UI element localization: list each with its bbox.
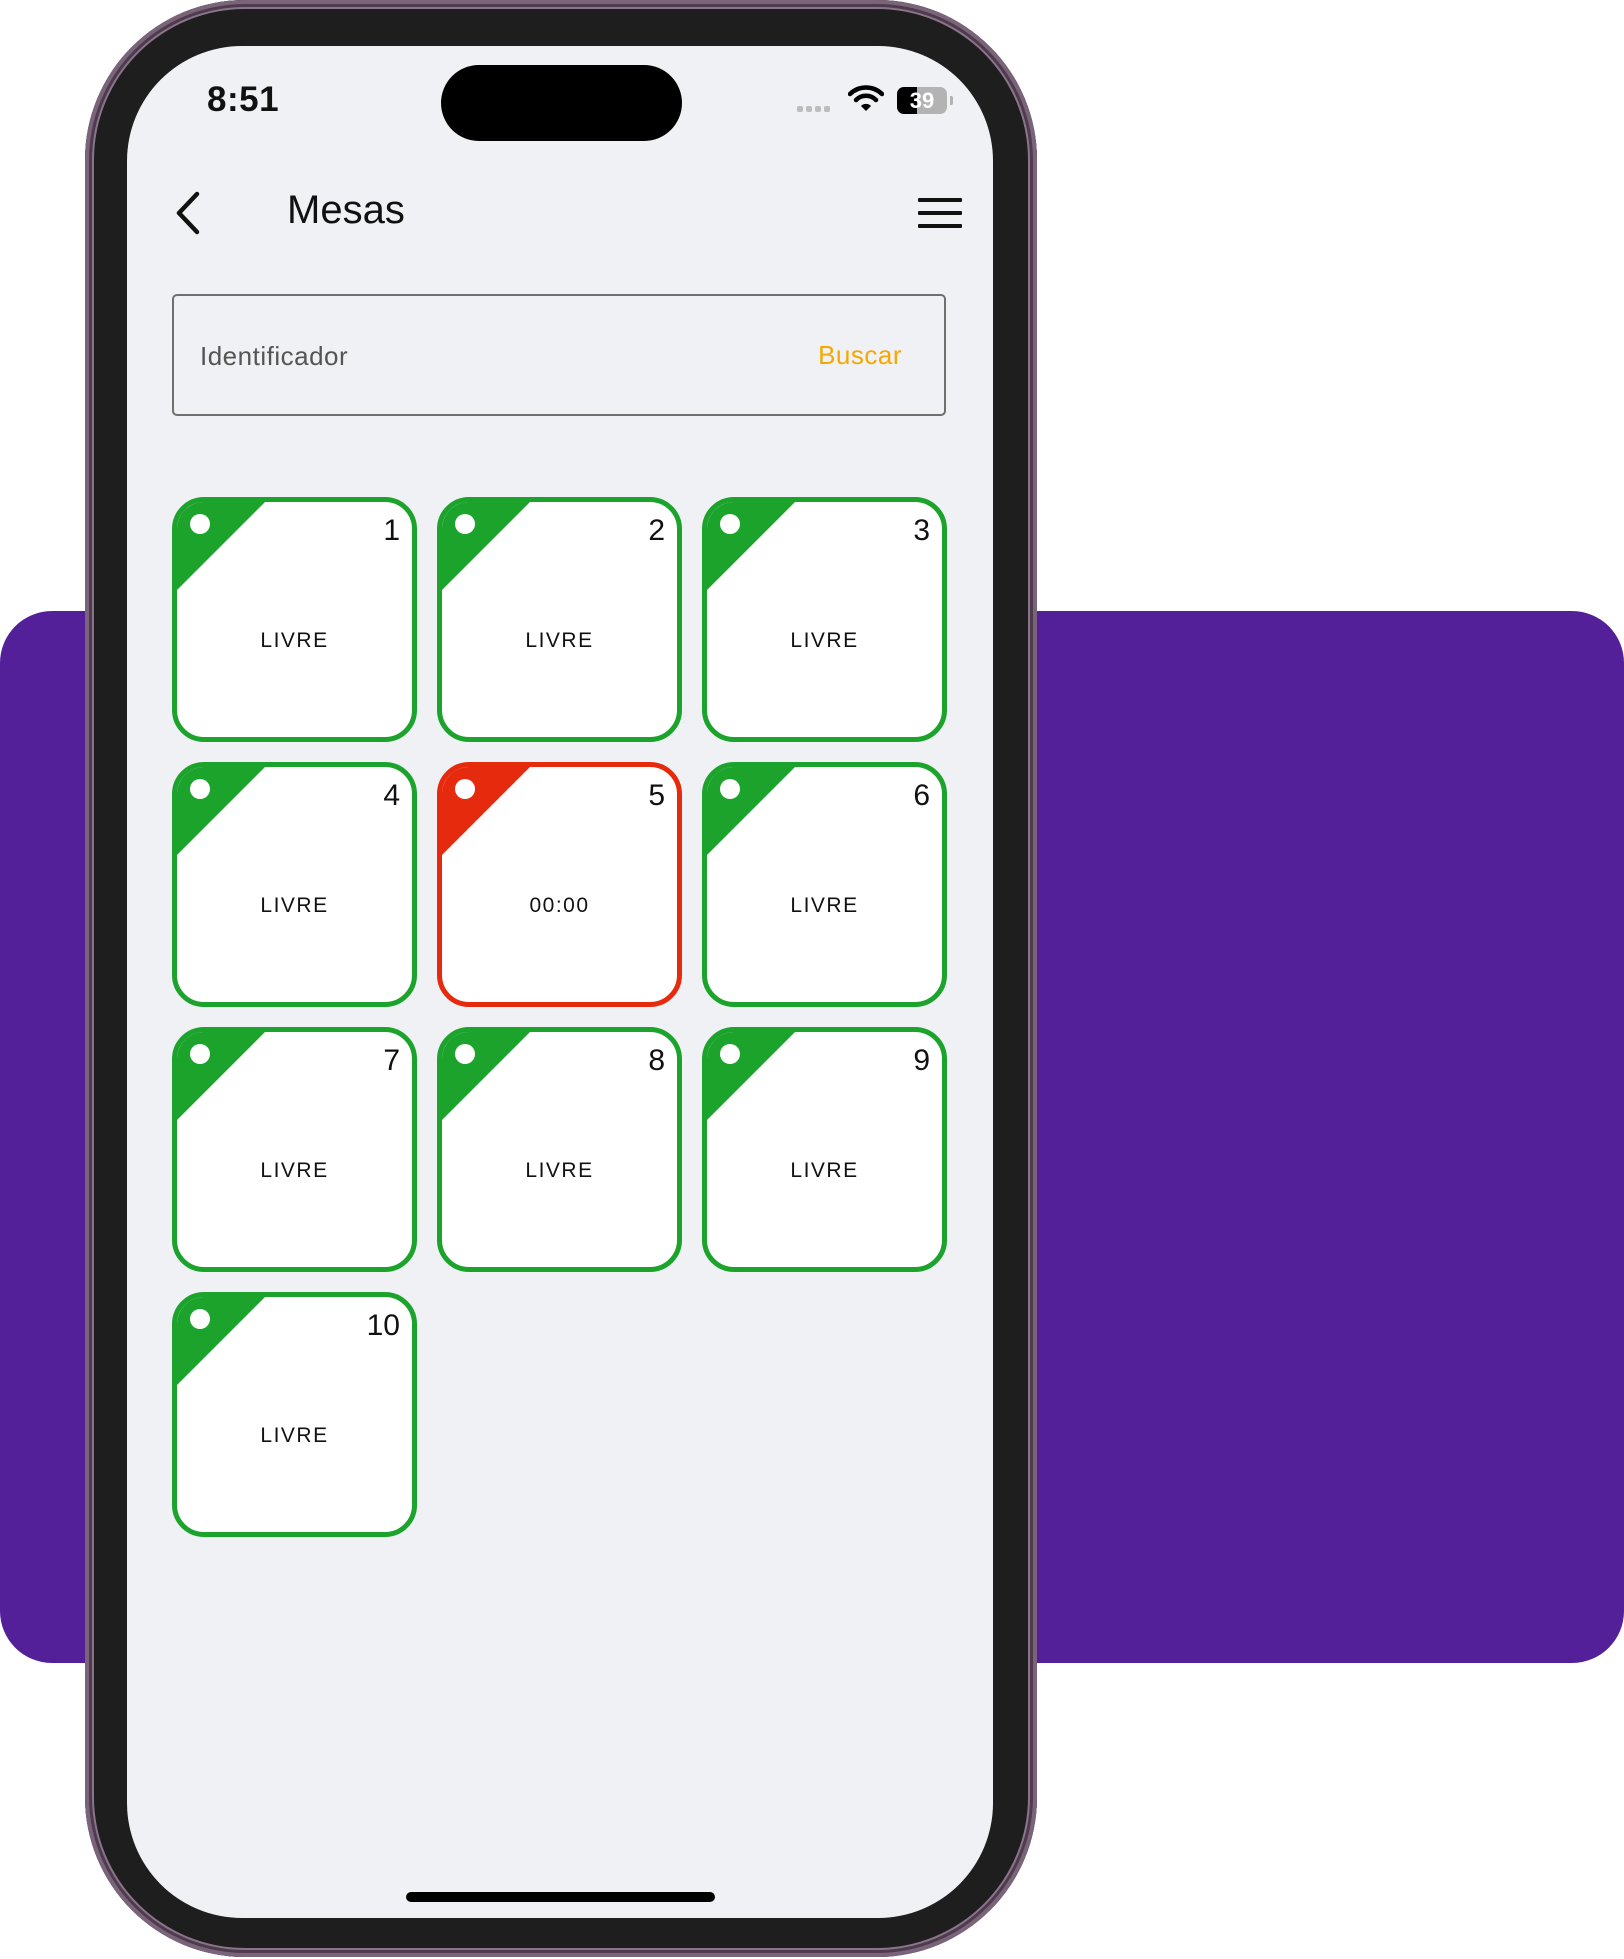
table-card[interactable]: 1 LIVRE xyxy=(172,497,417,742)
status-corner xyxy=(442,767,530,855)
table-card[interactable]: 4 LIVRE xyxy=(172,762,417,1007)
table-card[interactable]: 7 LIVRE xyxy=(172,1027,417,1272)
table-status: LIVRE xyxy=(260,894,329,917)
table-status: LIVRE xyxy=(525,629,594,652)
status-corner xyxy=(177,502,265,590)
status-corner xyxy=(707,1032,795,1120)
battery-icon: 39 xyxy=(897,87,947,114)
phone-screen: 8:51 39 Mesas Buscar 1LIVRE2LIVRE3LIVRE4… xyxy=(127,46,993,1918)
status-dot-icon xyxy=(720,1044,740,1064)
table-card[interactable]: 10 LIVRE xyxy=(172,1292,417,1537)
table-number: 8 xyxy=(648,1044,665,1077)
status-dot-icon xyxy=(720,514,740,534)
status-time: 8:51 xyxy=(207,80,280,119)
table-status: 00:00 xyxy=(529,894,590,917)
status-dot-icon xyxy=(455,514,475,534)
status-dot-icon xyxy=(455,1044,475,1064)
table-status: LIVRE xyxy=(260,1159,329,1182)
hamburger-menu-icon[interactable] xyxy=(918,198,962,228)
status-corner xyxy=(177,1297,265,1385)
status-corner xyxy=(177,767,265,855)
table-number: 2 xyxy=(648,514,665,547)
table-card[interactable]: 3 LIVRE xyxy=(702,497,947,742)
status-dot-icon xyxy=(190,1309,210,1329)
table-status: LIVRE xyxy=(260,629,329,652)
table-number: 7 xyxy=(383,1044,400,1077)
table-card[interactable]: 9 LIVRE xyxy=(702,1027,947,1272)
dynamic-island xyxy=(441,65,682,141)
status-dot-icon xyxy=(190,779,210,799)
status-corner xyxy=(707,502,795,590)
status-dot-icon xyxy=(190,1044,210,1064)
table-card[interactable]: 8 LIVRE xyxy=(437,1027,682,1272)
signal-icon xyxy=(797,106,830,112)
table-number: 3 xyxy=(913,514,930,547)
table-status: LIVRE xyxy=(790,1159,859,1182)
table-number: 4 xyxy=(383,779,400,812)
status-dot-icon xyxy=(720,779,740,799)
status-corner xyxy=(177,1032,265,1120)
home-indicator[interactable] xyxy=(406,1892,715,1902)
battery-tip xyxy=(950,96,953,105)
search-button[interactable]: Buscar xyxy=(818,340,902,370)
table-number: 5 xyxy=(648,779,665,812)
table-status: LIVRE xyxy=(525,1159,594,1182)
table-status: LIVRE xyxy=(260,1424,329,1447)
table-number: 1 xyxy=(383,514,400,547)
status-dot-icon xyxy=(190,514,210,534)
battery-level: 39 xyxy=(909,88,935,113)
status-dot-icon xyxy=(455,779,475,799)
status-corner xyxy=(707,767,795,855)
page-title: Mesas xyxy=(287,188,405,232)
identifier-input[interactable] xyxy=(198,296,762,416)
search-box: Buscar xyxy=(172,294,946,416)
table-number: 10 xyxy=(366,1309,400,1342)
table-card[interactable]: 6 LIVRE xyxy=(702,762,947,1007)
table-number: 9 xyxy=(913,1044,930,1077)
table-card[interactable]: 2 LIVRE xyxy=(437,497,682,742)
table-status: LIVRE xyxy=(790,629,859,652)
table-number: 6 xyxy=(913,779,930,812)
table-card[interactable]: 5 00:00 xyxy=(437,762,682,1007)
table-status: LIVRE xyxy=(790,894,859,917)
chevron-left-icon[interactable] xyxy=(171,190,211,236)
status-corner xyxy=(442,1032,530,1120)
status-corner xyxy=(442,502,530,590)
wifi-icon xyxy=(848,85,884,111)
